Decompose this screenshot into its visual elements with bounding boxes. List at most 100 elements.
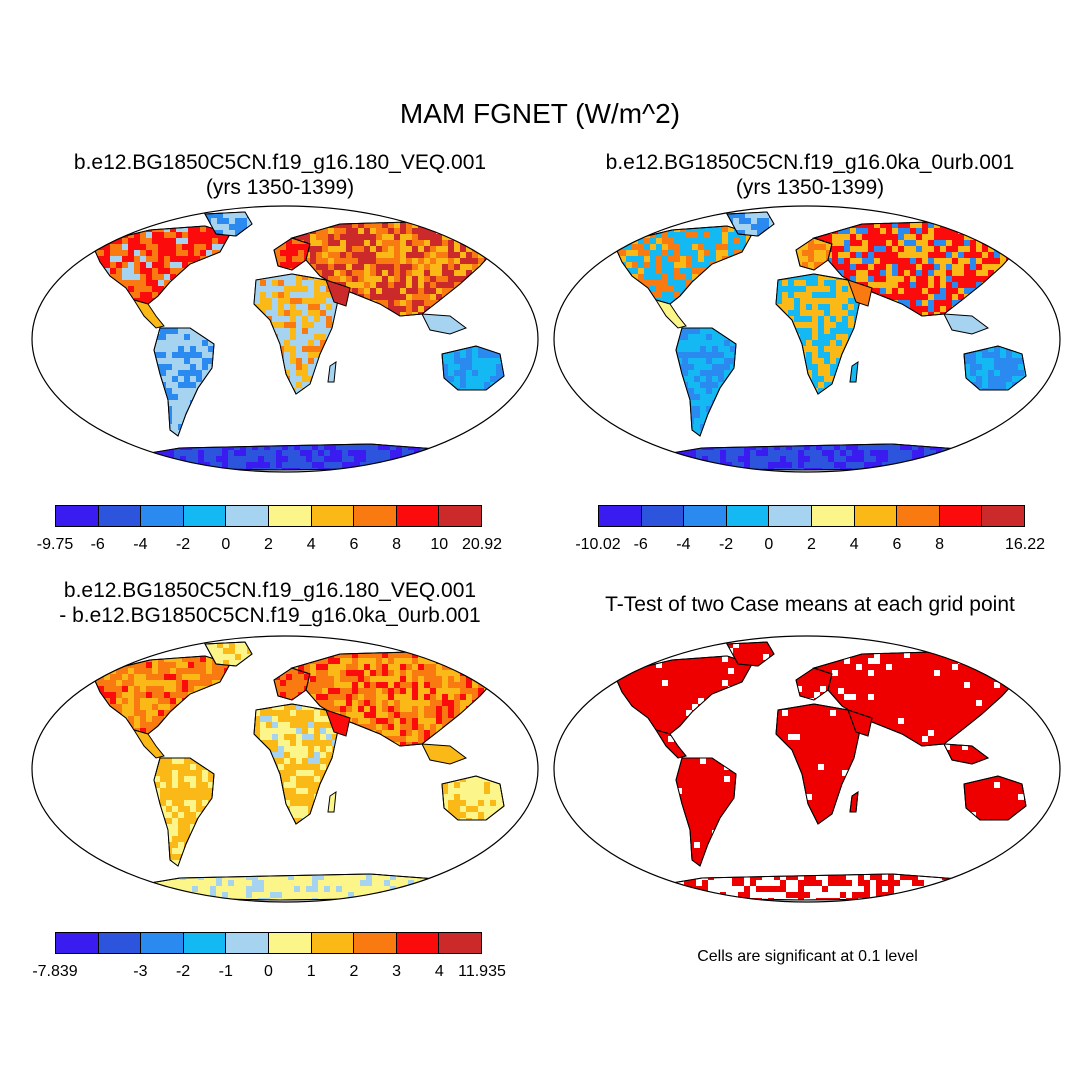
- grid-cell: [211, 224, 217, 230]
- grid-cell: [656, 268, 662, 274]
- grid-cell: [484, 240, 490, 246]
- grid-cell: [254, 812, 260, 818]
- grid-cell: [176, 250, 182, 256]
- grid-cell: [834, 444, 840, 450]
- grid-cell: [740, 286, 746, 292]
- grid-cell: [994, 252, 1000, 258]
- grid-cell: [168, 450, 174, 456]
- grid-cell: [116, 286, 122, 292]
- grid-cell: [484, 222, 490, 228]
- grid-cell: [326, 310, 332, 316]
- grid-cell: [140, 698, 146, 704]
- grid-cell: [126, 886, 132, 892]
- grid-cell: [92, 656, 98, 662]
- grid-cell: [314, 776, 320, 782]
- grid-cell: [850, 228, 856, 234]
- grid-cell: [134, 722, 140, 728]
- grid-cell: [418, 688, 424, 694]
- grid-cell: [212, 238, 218, 244]
- grid-cell: [296, 322, 302, 328]
- grid-cell: [204, 468, 210, 470]
- grid-cell: [382, 712, 388, 718]
- grid-cell: [164, 680, 170, 686]
- grid-cell: [212, 704, 218, 710]
- grid-cell: [146, 698, 152, 704]
- grid-cell: [164, 232, 170, 238]
- grid-cell: [290, 806, 296, 812]
- grid-cell: [322, 234, 328, 240]
- grid-cell: [280, 250, 286, 256]
- grid-cell: [958, 258, 964, 264]
- grid-cell: [308, 818, 314, 824]
- grid-cell: [490, 276, 496, 282]
- grid-cell: [260, 334, 266, 340]
- grid-cell: [372, 898, 378, 900]
- grid-cell: [278, 752, 284, 758]
- grid-cell: [104, 692, 110, 698]
- grid-cell: [352, 282, 358, 288]
- grid-cell: [450, 444, 456, 450]
- grid-cell: [934, 294, 940, 300]
- grid-cell: [626, 232, 632, 238]
- grid-cell: [170, 268, 176, 274]
- grid-cell: [418, 676, 424, 682]
- grid-cell: [194, 244, 200, 250]
- grid-cell: [382, 258, 388, 264]
- coastline: [204, 211, 253, 237]
- grid-cell: [364, 664, 370, 670]
- grid-cell: [706, 358, 712, 364]
- grid-cell: [218, 292, 224, 298]
- grid-cell: [774, 462, 780, 468]
- grid-cell: [882, 898, 888, 900]
- grid-cell: [158, 728, 164, 734]
- grid-cell: [278, 740, 284, 746]
- grid-cell: [982, 364, 988, 370]
- grid-cell: [708, 444, 714, 450]
- grid-cell: [862, 306, 868, 312]
- grid-cell: [870, 462, 876, 468]
- grid-cell: [874, 222, 880, 228]
- grid-cell: [868, 658, 874, 664]
- grid-cell: [460, 358, 466, 364]
- grid-cell: [406, 736, 412, 742]
- grid-cell: [294, 468, 300, 470]
- grid-cell: [424, 222, 430, 228]
- grid-cell: [128, 710, 134, 716]
- grid-cell: [454, 782, 460, 788]
- grid-cell: [420, 898, 426, 900]
- grid-cell: [360, 450, 366, 456]
- grid-cell: [942, 874, 948, 880]
- grid-cell: [740, 268, 746, 274]
- grid-cell: [296, 334, 302, 340]
- grid-cell: [254, 352, 260, 358]
- grid-cell: [322, 664, 328, 670]
- map-case2: [553, 205, 1061, 473]
- grid-cell: [98, 268, 104, 274]
- grid-cell: [334, 258, 340, 264]
- grid-cell: [424, 682, 430, 688]
- grid-cell: [928, 234, 934, 240]
- grid-cell: [484, 658, 490, 664]
- grid-cell: [472, 288, 478, 294]
- grid-cell: [292, 228, 298, 234]
- colorbar-swatch: [684, 506, 727, 526]
- grid-cell: [396, 450, 402, 456]
- grid-cell: [376, 252, 382, 258]
- grid-cell: [1000, 258, 1006, 264]
- grid-cell: [712, 346, 718, 352]
- grid-cell: [200, 250, 206, 256]
- grid-cell: [502, 358, 504, 364]
- grid-cell: [1012, 276, 1018, 282]
- grid-cell: [212, 686, 218, 692]
- grid-cell: [354, 456, 360, 462]
- grid-cell: [144, 892, 150, 898]
- land-centralAmerica: [132, 729, 165, 759]
- grid-cell: [746, 710, 752, 716]
- grid-cell: [188, 298, 194, 304]
- grid-cell: [412, 264, 418, 270]
- grid-cell: [870, 450, 876, 456]
- grid-cell: [290, 298, 296, 304]
- coastline: [613, 225, 753, 305]
- grid-cell: [302, 292, 308, 298]
- grid-cell: [208, 346, 214, 352]
